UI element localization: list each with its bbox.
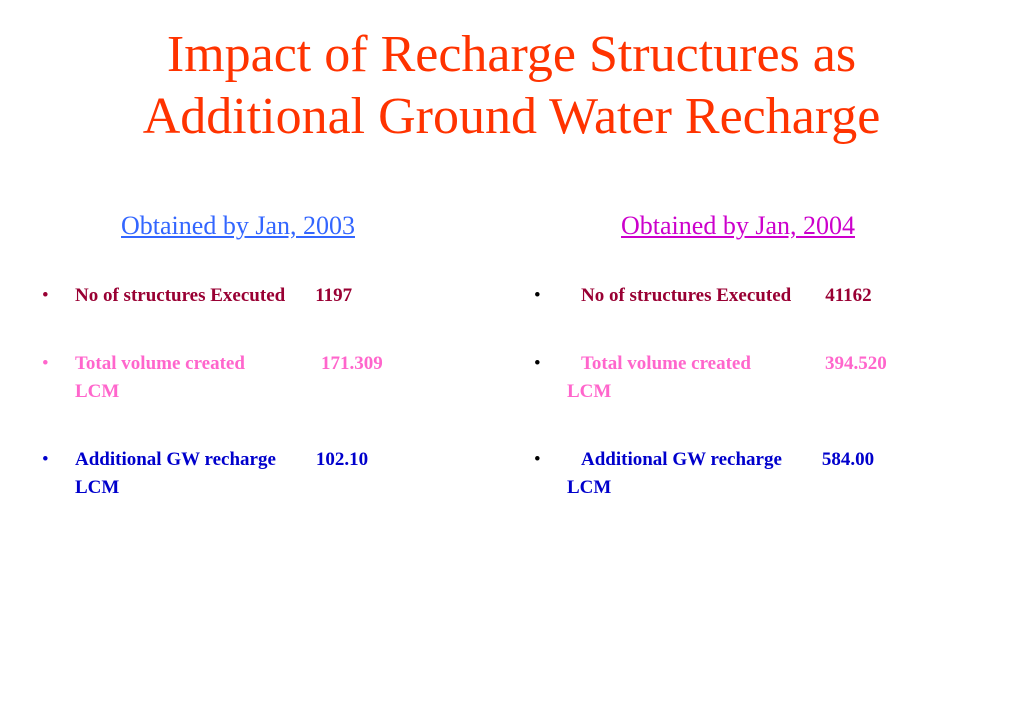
bullet-icon: • [42,449,49,470]
title-line-1: Impact of Recharge Structures as [166,26,857,83]
heading-2004: Obtained by Jan, 2004 [621,211,855,240]
list-item-volume-2003: • Total volume created 171.309 LCM [36,350,476,406]
item-unit: LCM [75,477,120,498]
item-value: 102.10 [315,449,369,470]
slide-title: Impact of Recharge Structures as Additio… [0,24,1023,148]
item-label: No of structures Executed [75,285,286,306]
bullet-icon: • [42,353,49,374]
item-unit: LCM [567,381,612,402]
item-value: 171.309 [320,353,383,374]
item-value: 41162 [825,285,872,306]
bullet-icon: • [534,353,541,374]
bullet-list-2004: • No of structures Executed 41162 • Total… [528,282,968,502]
item-value: 394.520 [824,353,887,374]
item-label: No of structures Executed [581,285,792,306]
item-label: Additional GW recharge [581,449,782,470]
list-item-recharge-2004: • Additional GW recharge 584.00 LCM [528,446,968,502]
column-2004: Obtained by Jan, 2004 • No of structures… [528,210,968,542]
item-label: Total volume created [581,353,751,374]
item-unit: LCM [567,477,612,498]
bullet-list-2003: • No of structures Executed 1197 • Total … [36,282,476,502]
item-value: 1197 [315,285,353,306]
item-unit: LCM [75,381,120,402]
list-item-structures-2004: • No of structures Executed 41162 [528,282,968,310]
heading-2003: Obtained by Jan, 2003 [121,211,355,240]
item-value: 584.00 [821,449,875,470]
list-item-structures-2003: • No of structures Executed 1197 [36,282,476,310]
bullet-icon: • [534,285,541,306]
bullet-icon: • [42,285,49,306]
column-2003: Obtained by Jan, 2003 • No of structures… [36,210,476,542]
item-label: Additional GW recharge [75,449,276,470]
title-line-2: Additional Ground Water Recharge [142,88,881,145]
list-item-recharge-2003: • Additional GW recharge 102.10 LCM [36,446,476,502]
list-item-volume-2004: • Total volume created 394.520 LCM [528,350,968,406]
item-label: Total volume created [75,353,245,374]
bullet-icon: • [534,449,541,470]
